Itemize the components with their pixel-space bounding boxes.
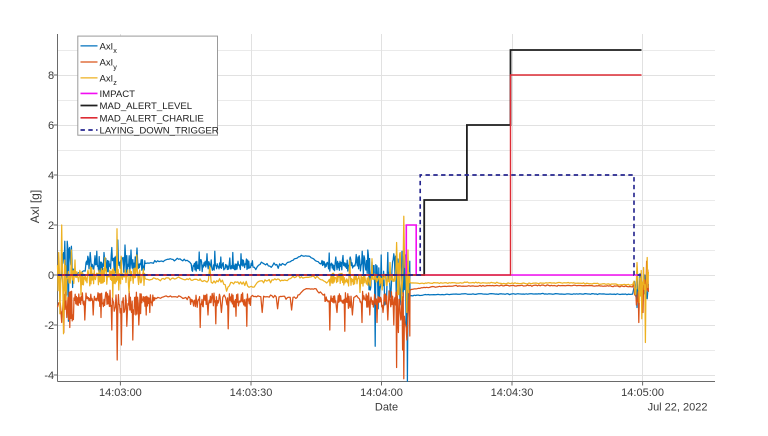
svg-text:6: 6 [48, 120, 54, 132]
svg-text:14:03:00: 14:03:00 [99, 387, 142, 399]
svg-text:LAYING_DOWN_TRIGGER: LAYING_DOWN_TRIGGER [100, 126, 219, 137]
svg-text:x: x [113, 46, 117, 55]
svg-text:-2: -2 [44, 320, 54, 332]
svg-text:Axl: Axl [100, 74, 113, 85]
svg-text:MAD_ALERT_LEVEL: MAD_ALERT_LEVEL [100, 101, 193, 112]
svg-text:14:04:30: 14:04:30 [491, 387, 534, 399]
svg-text:Axl: Axl [100, 58, 113, 69]
svg-text:0: 0 [48, 270, 54, 282]
svg-text:14:05:00: 14:05:00 [621, 387, 664, 399]
svg-text:IMPACT: IMPACT [100, 89, 136, 100]
svg-text:Axl [g]: Axl [g] [28, 190, 42, 223]
svg-text:Axl: Axl [100, 42, 113, 53]
svg-text:14:03:30: 14:03:30 [230, 387, 273, 399]
svg-text:y: y [113, 62, 117, 71]
svg-text:2: 2 [48, 220, 54, 232]
svg-text:z: z [113, 78, 117, 87]
svg-text:Date: Date [375, 402, 398, 414]
svg-text:MAD_ALERT_CHARLIE: MAD_ALERT_CHARLIE [100, 113, 204, 124]
svg-text:8: 8 [48, 70, 54, 82]
svg-text:4: 4 [48, 170, 54, 182]
svg-text:Jul 22, 2022: Jul 22, 2022 [648, 402, 708, 414]
svg-text:-4: -4 [44, 370, 54, 382]
svg-text:14:04:00: 14:04:00 [360, 387, 403, 399]
